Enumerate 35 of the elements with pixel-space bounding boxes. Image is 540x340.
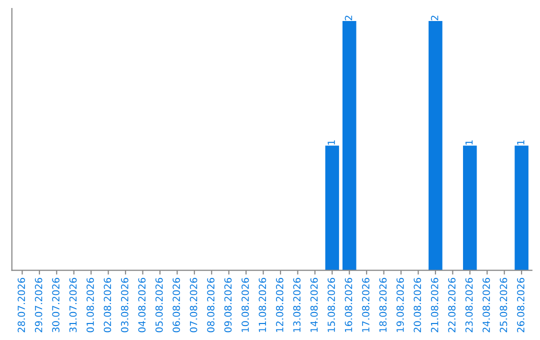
x-tick-label: 04.08.2026 bbox=[138, 278, 146, 332]
x-tick-label: 03.08.2026 bbox=[120, 278, 128, 332]
x-tick-label: 17.08.2026 bbox=[362, 278, 370, 332]
x-tick-label: 26.08.2026 bbox=[517, 278, 524, 332]
x-tick-label: 16.08.2026 bbox=[344, 278, 352, 332]
x-tick-label: 11.08.2026 bbox=[258, 278, 266, 332]
x-tick-label: 30.07.2026 bbox=[52, 278, 60, 332]
x-tick-label: 21.08.2026 bbox=[430, 278, 438, 332]
data-label: 2 bbox=[430, 16, 438, 20]
x-tick-label: 12.08.2026 bbox=[276, 278, 284, 332]
x-tick-label: 28.07.2026 bbox=[18, 278, 26, 332]
x-tick-label: 09.08.2026 bbox=[224, 278, 232, 332]
x-tick-label: 10.08.2026 bbox=[242, 278, 249, 332]
x-tick-label: 23.08.2026 bbox=[465, 278, 473, 332]
x-tick-label: 20.08.2026 bbox=[414, 278, 422, 332]
x-tick-label: 08.08.2026 bbox=[207, 278, 214, 332]
x-tick-label: 13.08.2026 bbox=[293, 278, 301, 332]
x-tick-label: 25.08.2026 bbox=[500, 278, 508, 332]
x-tick-label: 22.08.2026 bbox=[448, 278, 456, 332]
data-label: 1 bbox=[466, 140, 473, 145]
x-tick-label: 06.08.2026 bbox=[172, 278, 180, 332]
x-tick-label: 24.08.2026 bbox=[482, 278, 490, 332]
x-tick-label: 18.08.2026 bbox=[379, 278, 387, 332]
x-tick-label: 02.08.2026 bbox=[104, 278, 112, 332]
x-tick-label: 15.08.2026 bbox=[328, 278, 335, 332]
x-tick-label: 01.08.2026 bbox=[86, 278, 94, 332]
data-label: 1 bbox=[517, 140, 524, 145]
x-tick-label: 14.08.2026 bbox=[310, 278, 318, 332]
data-label: 2 bbox=[344, 16, 352, 20]
x-tick-label: 29.07.2026 bbox=[34, 278, 42, 332]
x-tick-label: 31.07.2026 bbox=[69, 278, 77, 332]
x-tick-label: 19.08.2026 bbox=[396, 278, 404, 332]
x-tick-label: 07.08.2026 bbox=[190, 278, 198, 332]
data-label: 1 bbox=[328, 140, 335, 145]
x-tick-label: 05.08.2026 bbox=[155, 278, 163, 332]
